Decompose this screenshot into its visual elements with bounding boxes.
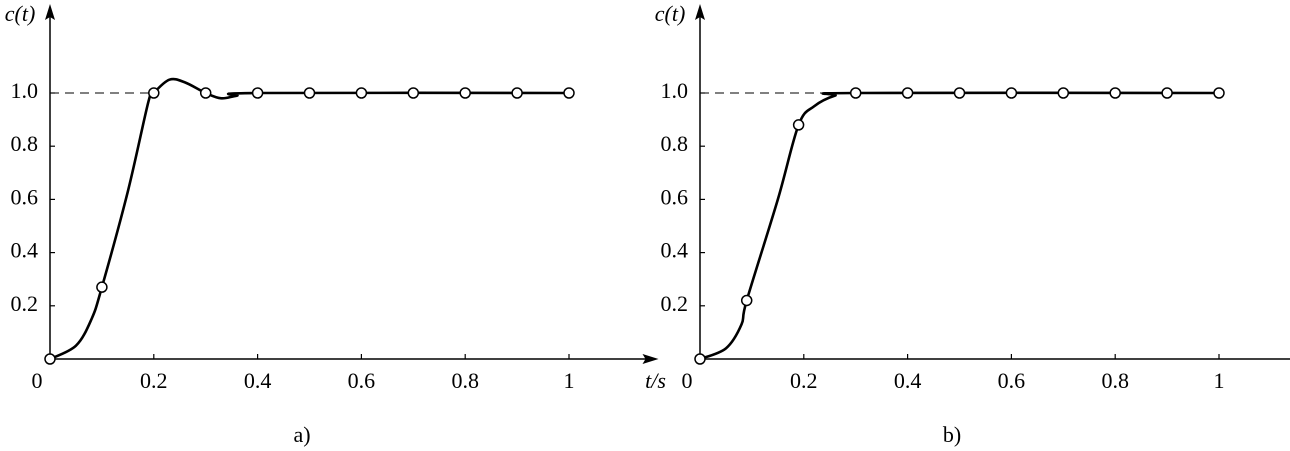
sample-marker (96, 281, 108, 293)
x-axis-arrow (642, 354, 659, 364)
x-tick-label: 0 (682, 368, 693, 393)
x-tick-label: 0.4 (894, 368, 922, 393)
y-tick-label: 0.2 (661, 291, 689, 316)
sample-marker (694, 353, 706, 365)
y-axis-arrow (45, 4, 55, 20)
sample-marker (251, 87, 264, 99)
x-tick-label: 0.4 (244, 368, 272, 393)
x-tick-label: 0.6 (998, 368, 1026, 393)
sample-marker (792, 119, 805, 131)
x-tick-label: 0.6 (348, 368, 376, 393)
sample-marker (1109, 87, 1121, 99)
sample-marker (511, 87, 523, 99)
x-tick-label: 0 (32, 368, 43, 393)
y-tick-label: 0.2 (11, 291, 39, 316)
sample-marker (849, 87, 862, 99)
sample-marker (1213, 87, 1225, 99)
sample-marker (1161, 87, 1173, 99)
y-tick-label: 0.8 (11, 131, 39, 156)
y-tick-label: 0.8 (661, 131, 689, 156)
y-tick-label: 1.0 (11, 78, 39, 103)
sample-marker (199, 87, 212, 99)
sample-marker (44, 353, 56, 365)
response-curve (699, 91, 1220, 361)
y-tick-label: 1.0 (661, 78, 689, 103)
sample-marker (355, 87, 368, 99)
y-tick-label: 0.6 (661, 184, 689, 209)
sample-marker (303, 87, 316, 99)
y-tick-label: 0.4 (11, 238, 39, 263)
y-tick-label: 0.4 (661, 238, 689, 263)
sample-marker (901, 87, 914, 99)
sample-marker (148, 87, 160, 99)
x-tick-label: 0.2 (140, 368, 168, 393)
x-axis-label: t/s (645, 368, 666, 393)
caption: a) (293, 422, 310, 447)
x-tick-label: 1 (564, 368, 575, 393)
sample-marker (1057, 87, 1070, 99)
sample-marker (740, 294, 753, 307)
y-axis-label: c(t) (5, 1, 36, 26)
x-tick-label: 0.2 (790, 368, 818, 393)
sample-marker (563, 87, 575, 99)
sample-marker (1005, 87, 1018, 99)
caption: b) (943, 422, 961, 447)
x-tick-label: 0.8 (1101, 368, 1129, 393)
sample-marker (407, 87, 420, 99)
sample-marker (953, 87, 966, 99)
response-curve (49, 77, 570, 361)
x-tick-label: 1 (1214, 368, 1225, 393)
y-axis-label: c(t) (655, 1, 686, 26)
y-axis-arrow (695, 4, 705, 20)
sample-marker (459, 87, 471, 99)
x-tick-label: 0.8 (451, 368, 479, 393)
y-tick-label: 0.6 (11, 184, 39, 209)
